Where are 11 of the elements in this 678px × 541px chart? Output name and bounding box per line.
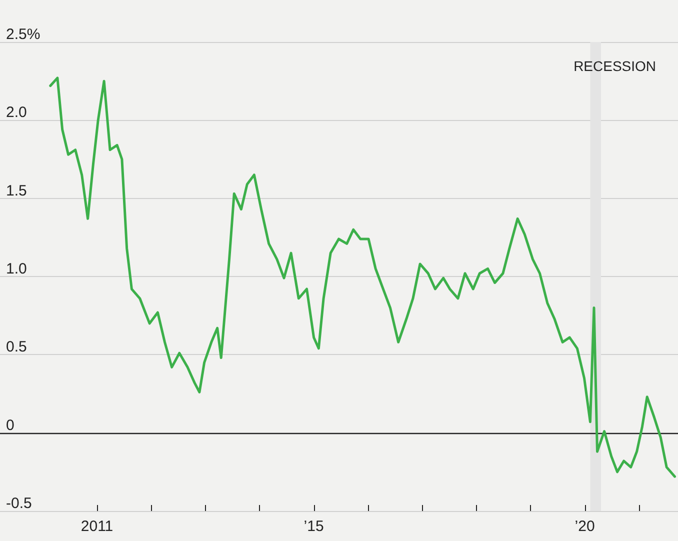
y-tick-label: 2.0 bbox=[6, 104, 27, 122]
y-tick-label: -0.5 bbox=[6, 495, 32, 512]
y-tick-label: 2.5% bbox=[6, 26, 40, 43]
x-tick-label: ’20 bbox=[574, 518, 595, 535]
y-tick-label: 0.5 bbox=[6, 338, 27, 356]
y-tick-label: 1.0 bbox=[6, 260, 27, 278]
y-tick-label: 0 bbox=[6, 416, 14, 434]
y-tick-label: 1.5 bbox=[6, 182, 27, 200]
x-tick-label: ’15 bbox=[304, 518, 324, 535]
x-tick-label: 2011 bbox=[80, 518, 114, 535]
band-label: RECESSION bbox=[574, 58, 656, 74]
